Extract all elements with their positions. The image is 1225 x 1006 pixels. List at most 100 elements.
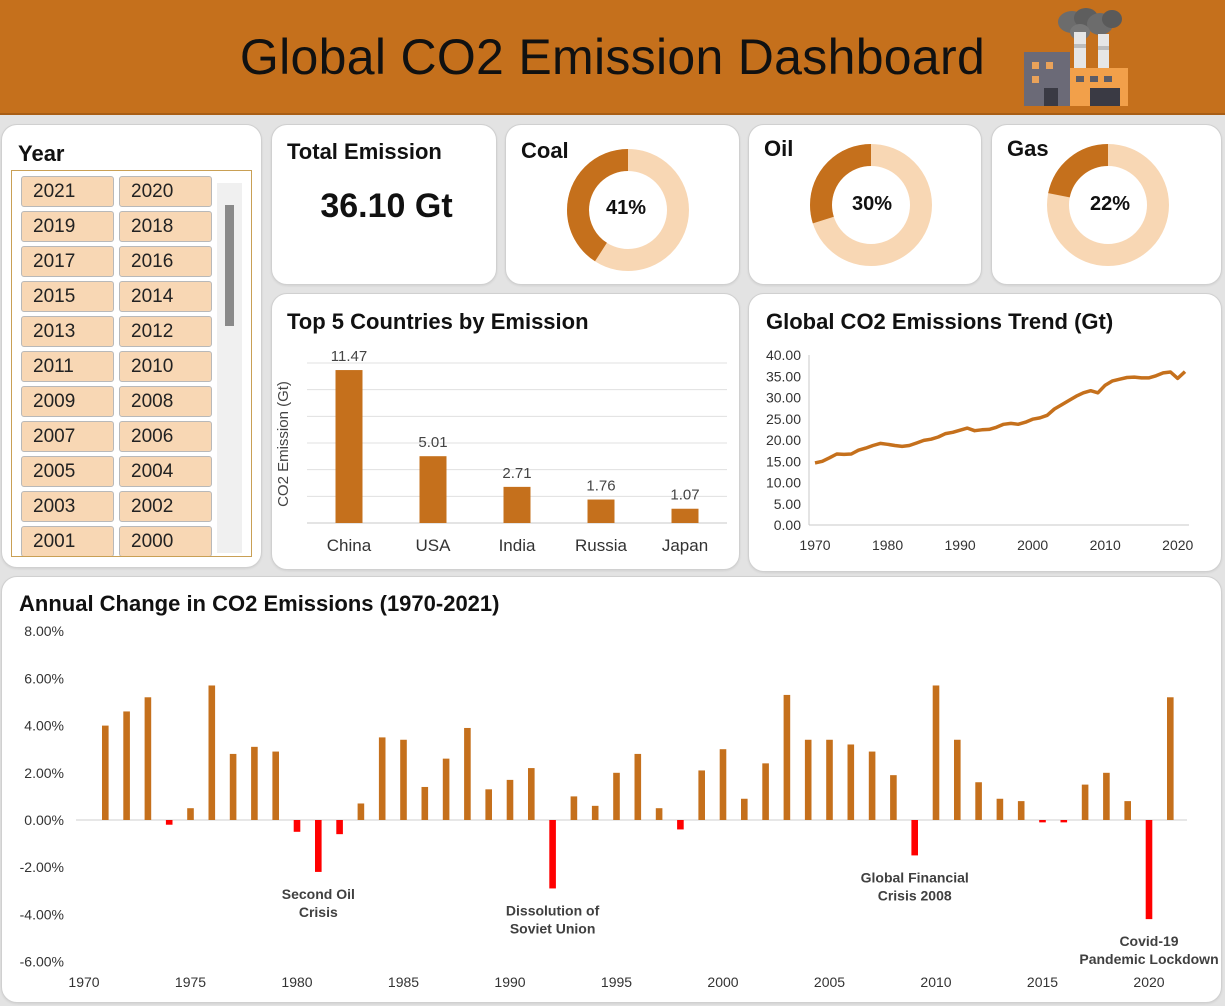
trend-line-series — [814, 370, 1187, 465]
bar-1981 — [315, 820, 322, 872]
annotation-label: Crisis — [299, 904, 338, 920]
data-label: 11.47 — [331, 348, 367, 365]
data-label: 5.01 — [418, 434, 447, 451]
kpi-title: Total Emission — [287, 139, 442, 164]
y-tick-label: 5.00 — [774, 496, 801, 512]
bar-2014 — [1017, 801, 1025, 820]
bar-2021 — [1167, 697, 1174, 820]
coal-percent: 41% — [606, 197, 647, 219]
data-label: 2.71 — [502, 465, 531, 482]
oil-percent: 30% — [852, 193, 893, 215]
year-button-2018[interactable]: 2018 — [119, 211, 212, 242]
year-button-2012[interactable]: 2012 — [119, 316, 212, 347]
year-button-2017[interactable]: 2017 — [21, 246, 114, 277]
year-button-2007[interactable]: 2007 — [21, 421, 114, 452]
oil-title: Oil — [764, 136, 794, 161]
y-tick-label: 8.00% — [24, 623, 64, 639]
bar-1998 — [677, 820, 684, 830]
year-button-2016[interactable]: 2016 — [119, 246, 212, 277]
x-tick-label: 1980 — [872, 537, 903, 553]
year-button-2011[interactable]: 2011 — [21, 351, 114, 382]
y-tick-label: 2.00% — [24, 765, 64, 781]
x-tick-label: 1995 — [601, 974, 632, 990]
page-title: Global CO2 Emission Dashboard — [239, 29, 986, 85]
bar-1985 — [400, 739, 407, 820]
slicer-title: Year — [18, 141, 65, 166]
trend-card: Global CO2 Emissions Trend (Gt) 0.00 5.00… — [748, 293, 1222, 572]
category-label: Russia — [575, 536, 628, 555]
bar-1983 — [357, 803, 365, 820]
year-button-2009[interactable]: 2009 — [21, 386, 114, 417]
gas-donut — [1047, 144, 1169, 266]
year-button-2005[interactable]: 2005 — [21, 456, 114, 487]
scrollbar-thumb[interactable] — [225, 205, 234, 326]
annotation-label: Crisis 2008 — [878, 887, 952, 903]
bar-1987 — [442, 758, 450, 820]
x-tick-label: 1975 — [175, 974, 206, 990]
x-tick-label: 1990 — [945, 537, 976, 553]
bar-2010 — [932, 685, 940, 820]
coal-donut — [567, 149, 689, 271]
bar-1994 — [591, 805, 599, 820]
bar-1988 — [464, 727, 471, 820]
annual-change-title: Annual Change in CO2 Emissions (1970-202… — [19, 591, 500, 616]
year-button-2001[interactable]: 2001 — [21, 526, 114, 556]
y-tick-label: 40.00 — [766, 347, 801, 363]
annotation-label: Global Financial — [861, 869, 969, 885]
slicer-scrollbar[interactable] — [217, 183, 242, 553]
annotation-label: Covid-19 — [1119, 933, 1178, 949]
year-button-2019[interactable]: 2019 — [21, 211, 114, 242]
year-button-2014[interactable]: 2014 — [119, 281, 212, 312]
year-button-2000[interactable]: 2000 — [119, 526, 212, 556]
bar-2003 — [783, 694, 791, 820]
trend-title: Global CO2 Emissions Trend (Gt) — [766, 309, 1114, 334]
year-button-2004[interactable]: 2004 — [119, 456, 212, 487]
year-button-2020[interactable]: 2020 — [119, 176, 212, 207]
bar-1971 — [102, 725, 109, 820]
category-label: India — [499, 536, 536, 555]
year-button-2003[interactable]: 2003 — [21, 491, 114, 522]
bar-2019 — [1124, 801, 1131, 820]
year-button-2021[interactable]: 2021 — [21, 176, 114, 207]
year-button-2010[interactable]: 2010 — [119, 351, 212, 382]
bar-2000 — [719, 749, 727, 820]
bar-2002 — [762, 763, 769, 820]
bar-1992 — [549, 820, 556, 889]
bar-2016 — [1060, 820, 1068, 823]
annotation-label: Dissolution of — [506, 902, 600, 918]
bar-1989 — [485, 789, 492, 820]
top-countries-chart: CO2 Emission (Gt) 11.47 China 5.01 USA 2.71 In… — [275, 348, 727, 555]
year-button-2002[interactable]: 2002 — [119, 491, 212, 522]
total-emission-card: Total Emission 36.10 Gt — [271, 124, 497, 285]
bar-1984 — [378, 737, 386, 820]
bar-2009 — [911, 820, 918, 856]
year-button-2008[interactable]: 2008 — [119, 386, 212, 417]
year-button-2013[interactable]: 2013 — [21, 316, 114, 347]
bar-2004 — [804, 739, 812, 820]
x-tick-label: 1990 — [494, 974, 525, 990]
bar-1974 — [165, 820, 173, 825]
gas-title: Gas — [1007, 136, 1049, 161]
y-axis-label: CO2 Emission (Gt) — [275, 381, 292, 507]
kpi-value: 36.10 Gt — [320, 187, 453, 225]
bar-russia — [587, 499, 615, 523]
year-button-2015[interactable]: 2015 — [21, 281, 114, 312]
year-slicer: 2021 2020 2019 2018 2017 2016 2015 2014 2013 2012… — [11, 170, 252, 557]
top-countries-card: Top 5 Countries by Emission CO2 Emission… — [271, 293, 740, 570]
oil-donut — [810, 144, 932, 266]
bar-1991 — [528, 768, 535, 820]
y-tick-label: 15.00 — [766, 453, 801, 469]
bar-2007 — [868, 751, 876, 820]
annotation-label: Soviet Union — [510, 920, 596, 936]
x-tick-label: 2020 — [1162, 537, 1193, 553]
bar-1972 — [123, 711, 130, 820]
year-button-2006[interactable]: 2006 — [119, 421, 212, 452]
x-tick-label: 1980 — [281, 974, 312, 990]
y-tick-label: 10.00 — [766, 475, 801, 491]
bar-2001 — [741, 798, 748, 820]
bar-1979 — [272, 751, 279, 820]
factory-icon — [1024, 8, 1128, 106]
y-tick-label: 35.00 — [766, 368, 801, 384]
coal-share-arc — [567, 149, 689, 271]
bar-1995 — [613, 772, 620, 820]
